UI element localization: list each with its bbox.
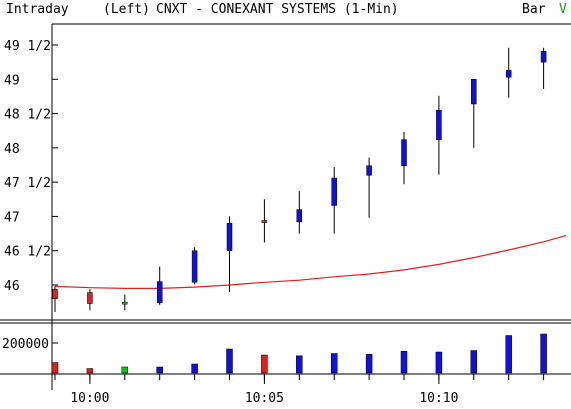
price-bar-body: [226, 223, 233, 251]
volume-bar: [330, 353, 338, 374]
price-tick-label: 49 1/2: [4, 39, 51, 54]
volume-bar: [261, 354, 268, 374]
price-bar-body: [122, 301, 128, 305]
volume-bar: [470, 350, 478, 374]
volume-bar: [435, 351, 443, 374]
volume-bar: [365, 354, 373, 374]
volume-bar: [296, 355, 303, 374]
price-tick-label: 48 1/2: [4, 108, 51, 123]
time-tick-label: 10:10: [419, 391, 458, 406]
price-bar-body: [436, 109, 442, 140]
price-tick-label: 48: [4, 142, 20, 157]
price-bar-body: [366, 165, 372, 176]
time-tick-label: 10:00: [70, 391, 109, 406]
time-tick-label: 10:05: [245, 391, 284, 406]
volume-bar: [191, 363, 198, 374]
price-bar-body: [540, 50, 547, 63]
volume-tick-label: 200000: [2, 337, 49, 352]
volume-bar: [540, 333, 547, 374]
moving-average-line: [54, 235, 567, 289]
price-bar-body: [401, 139, 407, 166]
volume-bar: [226, 348, 233, 374]
price-tick-label: 47 1/2: [4, 176, 51, 191]
chart-mode: Intraday: [6, 2, 69, 17]
price-tick-label: 49: [4, 73, 20, 88]
price-tick-label: 47: [4, 210, 20, 225]
volume-flag: V: [559, 2, 567, 17]
volume-bar: [51, 362, 59, 374]
chart-style: Bar: [522, 2, 546, 17]
volume-bar: [505, 335, 512, 374]
price-bar-body: [191, 250, 198, 283]
price-bar-body: [296, 209, 303, 223]
volume-bar: [156, 366, 163, 374]
price-bar-body: [505, 70, 512, 78]
price-bar-body: [87, 292, 93, 304]
price-bar-body: [471, 79, 477, 105]
chart-title: CNXT - CONEXANT SYSTEMS (1-Min): [156, 2, 399, 17]
volume-bar: [86, 368, 94, 374]
price-bar-body: [52, 288, 58, 299]
price-bar-body: [156, 281, 163, 304]
price-tick-label: 46: [4, 279, 20, 294]
volume-bar: [400, 351, 408, 374]
price-bar-body: [261, 220, 268, 223]
price-bar-body: [331, 177, 337, 206]
volume-bar: [121, 366, 129, 374]
axis-side: (Left): [103, 2, 150, 17]
price-tick-label: 46 1/2: [4, 245, 51, 260]
